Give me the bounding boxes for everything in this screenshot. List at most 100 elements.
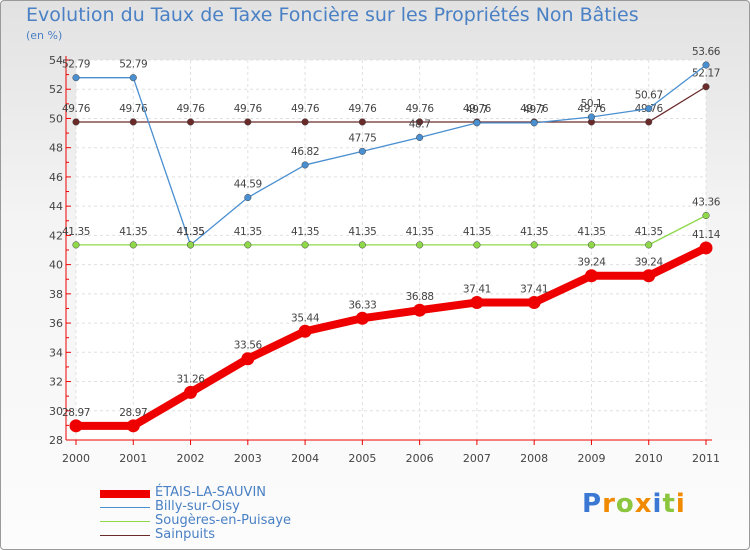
legend-swatch-etais <box>100 490 150 498</box>
data-point-sainpuits <box>702 83 710 91</box>
data-point-billy-sur-oisy <box>301 161 309 169</box>
data-point-etais-la-sauvin <box>642 269 656 283</box>
data-point-sougeres-en-puisaye <box>645 241 653 249</box>
logo-letter: i <box>652 489 663 519</box>
data-label-etais-la-sauvin: 31.26 <box>177 373 206 385</box>
data-label-sougeres-en-puisaye: 43.36 <box>692 197 721 209</box>
data-label-sainpuits: 49.76 <box>577 103 606 115</box>
data-point-etais-la-sauvin <box>184 385 198 399</box>
data-point-etais-la-sauvin <box>470 295 484 309</box>
data-point-sainpuits <box>645 118 653 126</box>
logo-letter: r <box>602 489 616 519</box>
data-point-sougeres-en-puisaye <box>702 211 710 220</box>
data-point-sougeres-en-puisaye <box>129 241 137 249</box>
legend-label-sougeres: Sougères-en-Puisaye <box>155 513 292 528</box>
data-label-sainpuits: 52.17 <box>692 68 720 80</box>
legend-item-billy: Billy-sur-Oisy <box>100 499 340 515</box>
series-line-sougeres-en-puisaye <box>76 214 707 246</box>
x-tick-label: 2003 <box>234 452 262 465</box>
data-point-billy-sur-oisy <box>244 193 252 202</box>
x-tick-label: 2007 <box>463 452 491 465</box>
y-tick-label: 48 <box>49 142 63 155</box>
data-point-etais-la-sauvin <box>527 295 541 309</box>
logo-letter: P <box>582 489 603 519</box>
data-label-sainpuits: 49.76 <box>177 103 206 115</box>
data-point-sougeres-en-puisaye <box>72 241 80 249</box>
data-label-billy-sur-oisy: 52.79 <box>119 59 147 71</box>
data-label-sainpuits: 49.76 <box>348 103 377 115</box>
data-point-etais-la-sauvin <box>584 269 598 283</box>
legend-swatch-sougeres <box>100 521 150 522</box>
legend-item-sainpuits: Sainpuits <box>100 527 340 543</box>
data-label-etais-la-sauvin: 37.41 <box>463 283 491 295</box>
data-point-etais-la-sauvin <box>298 324 312 338</box>
x-tick-label: 2005 <box>348 452 376 465</box>
data-label-sougeres-en-puisaye: 41.35 <box>577 226 605 238</box>
data-label-sainpuits: 49.76 <box>520 103 549 115</box>
data-label-etais-la-sauvin: 33.56 <box>234 340 263 352</box>
y-tick-label: 32 <box>49 376 63 389</box>
data-point-billy-sur-oisy <box>129 74 137 82</box>
data-point-billy-sur-oisy <box>587 113 596 121</box>
data-label-billy-sur-oisy: 46.82 <box>291 146 319 158</box>
y-tick-label: 36 <box>49 317 63 330</box>
data-label-sainpuits: 49.76 <box>62 103 91 115</box>
data-point-sougeres-en-puisaye <box>358 241 366 249</box>
y-tick-label: 40 <box>49 259 63 272</box>
legend-item-etais: ÉTAIS-LA-SAUVIN <box>100 485 340 501</box>
data-point-billy-sur-oisy <box>416 133 424 142</box>
data-label-billy-sur-oisy: 53.66 <box>692 46 721 58</box>
data-point-billy-sur-oisy <box>645 105 653 113</box>
logo-letter: o <box>615 489 635 519</box>
data-label-sougeres-en-puisaye: 41.35 <box>119 226 147 238</box>
legend-label-etais: ÉTAIS-LA-SAUVIN <box>155 485 267 500</box>
y-tick-label: 28 <box>49 434 63 447</box>
x-tick-label: 2004 <box>291 452 319 465</box>
data-label-billy-sur-oisy: 49.7 <box>523 104 545 116</box>
data-label-sougeres-en-puisaye: 41.35 <box>406 226 434 238</box>
chart-legend: ÉTAIS-LA-SAUVIN Billy-sur-Oisy Sougères-… <box>100 485 340 543</box>
logo-letter: t <box>662 489 676 519</box>
data-point-sougeres-en-puisaye <box>186 241 195 249</box>
data-label-sougeres-en-puisaye: 41.35 <box>635 226 663 238</box>
logo-letter: x <box>634 489 653 519</box>
proxiti-logo: Proxiti <box>582 489 686 519</box>
data-label-sougeres-en-puisaye: 41.35 <box>177 226 205 238</box>
data-label-billy-sur-oisy: 50.1 <box>581 98 603 110</box>
data-point-billy-sur-oisy <box>473 119 481 127</box>
x-tick-label: 2001 <box>119 452 147 465</box>
data-label-sougeres-en-puisaye: 41.35 <box>291 226 319 238</box>
legend-swatch-sainpuits <box>100 535 150 536</box>
data-label-sainpuits: 49.76 <box>406 103 435 115</box>
data-label-billy-sur-oisy: 49.7 <box>466 104 488 116</box>
data-label-etais-la-sauvin: 37.41 <box>520 283 548 295</box>
x-tick-label: 2002 <box>177 452 205 465</box>
data-label-sainpuits: 49.76 <box>119 103 148 115</box>
data-label-sainpuits: 49.76 <box>234 103 263 115</box>
data-point-sougeres-en-puisaye <box>473 241 481 249</box>
data-label-etais-la-sauvin: 36.33 <box>348 299 376 311</box>
x-tick-label: 2010 <box>635 452 663 465</box>
data-point-sougeres-en-puisaye <box>301 241 309 249</box>
y-tick-label: 44 <box>49 200 63 213</box>
legend-item-sougeres: Sougères-en-Puisaye <box>100 513 340 529</box>
data-point-sainpuits <box>129 118 137 126</box>
series-line-etais-la-sauvin <box>76 244 708 430</box>
data-label-etais-la-sauvin: 28.97 <box>62 407 90 419</box>
data-label-sougeres-en-puisaye: 41.35 <box>234 226 262 238</box>
data-label-billy-sur-oisy: 52.79 <box>62 59 90 71</box>
data-label-billy-sur-oisy: 41.35 <box>177 226 205 238</box>
data-point-billy-sur-oisy <box>530 119 538 127</box>
data-point-sougeres-en-puisaye <box>587 241 596 249</box>
data-label-etais-la-sauvin: 41.14 <box>692 229 721 241</box>
data-point-billy-sur-oisy <box>702 61 710 69</box>
data-point-sainpuits <box>72 118 80 126</box>
data-point-sougeres-en-puisaye <box>416 241 424 249</box>
y-tick-label: 52 <box>49 83 63 96</box>
logo-letter: i <box>675 489 686 519</box>
data-label-etais-la-sauvin: 28.97 <box>119 407 147 419</box>
y-tick-label: 50 <box>49 112 63 125</box>
data-point-billy-sur-oisy <box>72 74 80 82</box>
legend-swatch-billy <box>100 507 150 508</box>
y-tick-label: 42 <box>49 229 63 242</box>
